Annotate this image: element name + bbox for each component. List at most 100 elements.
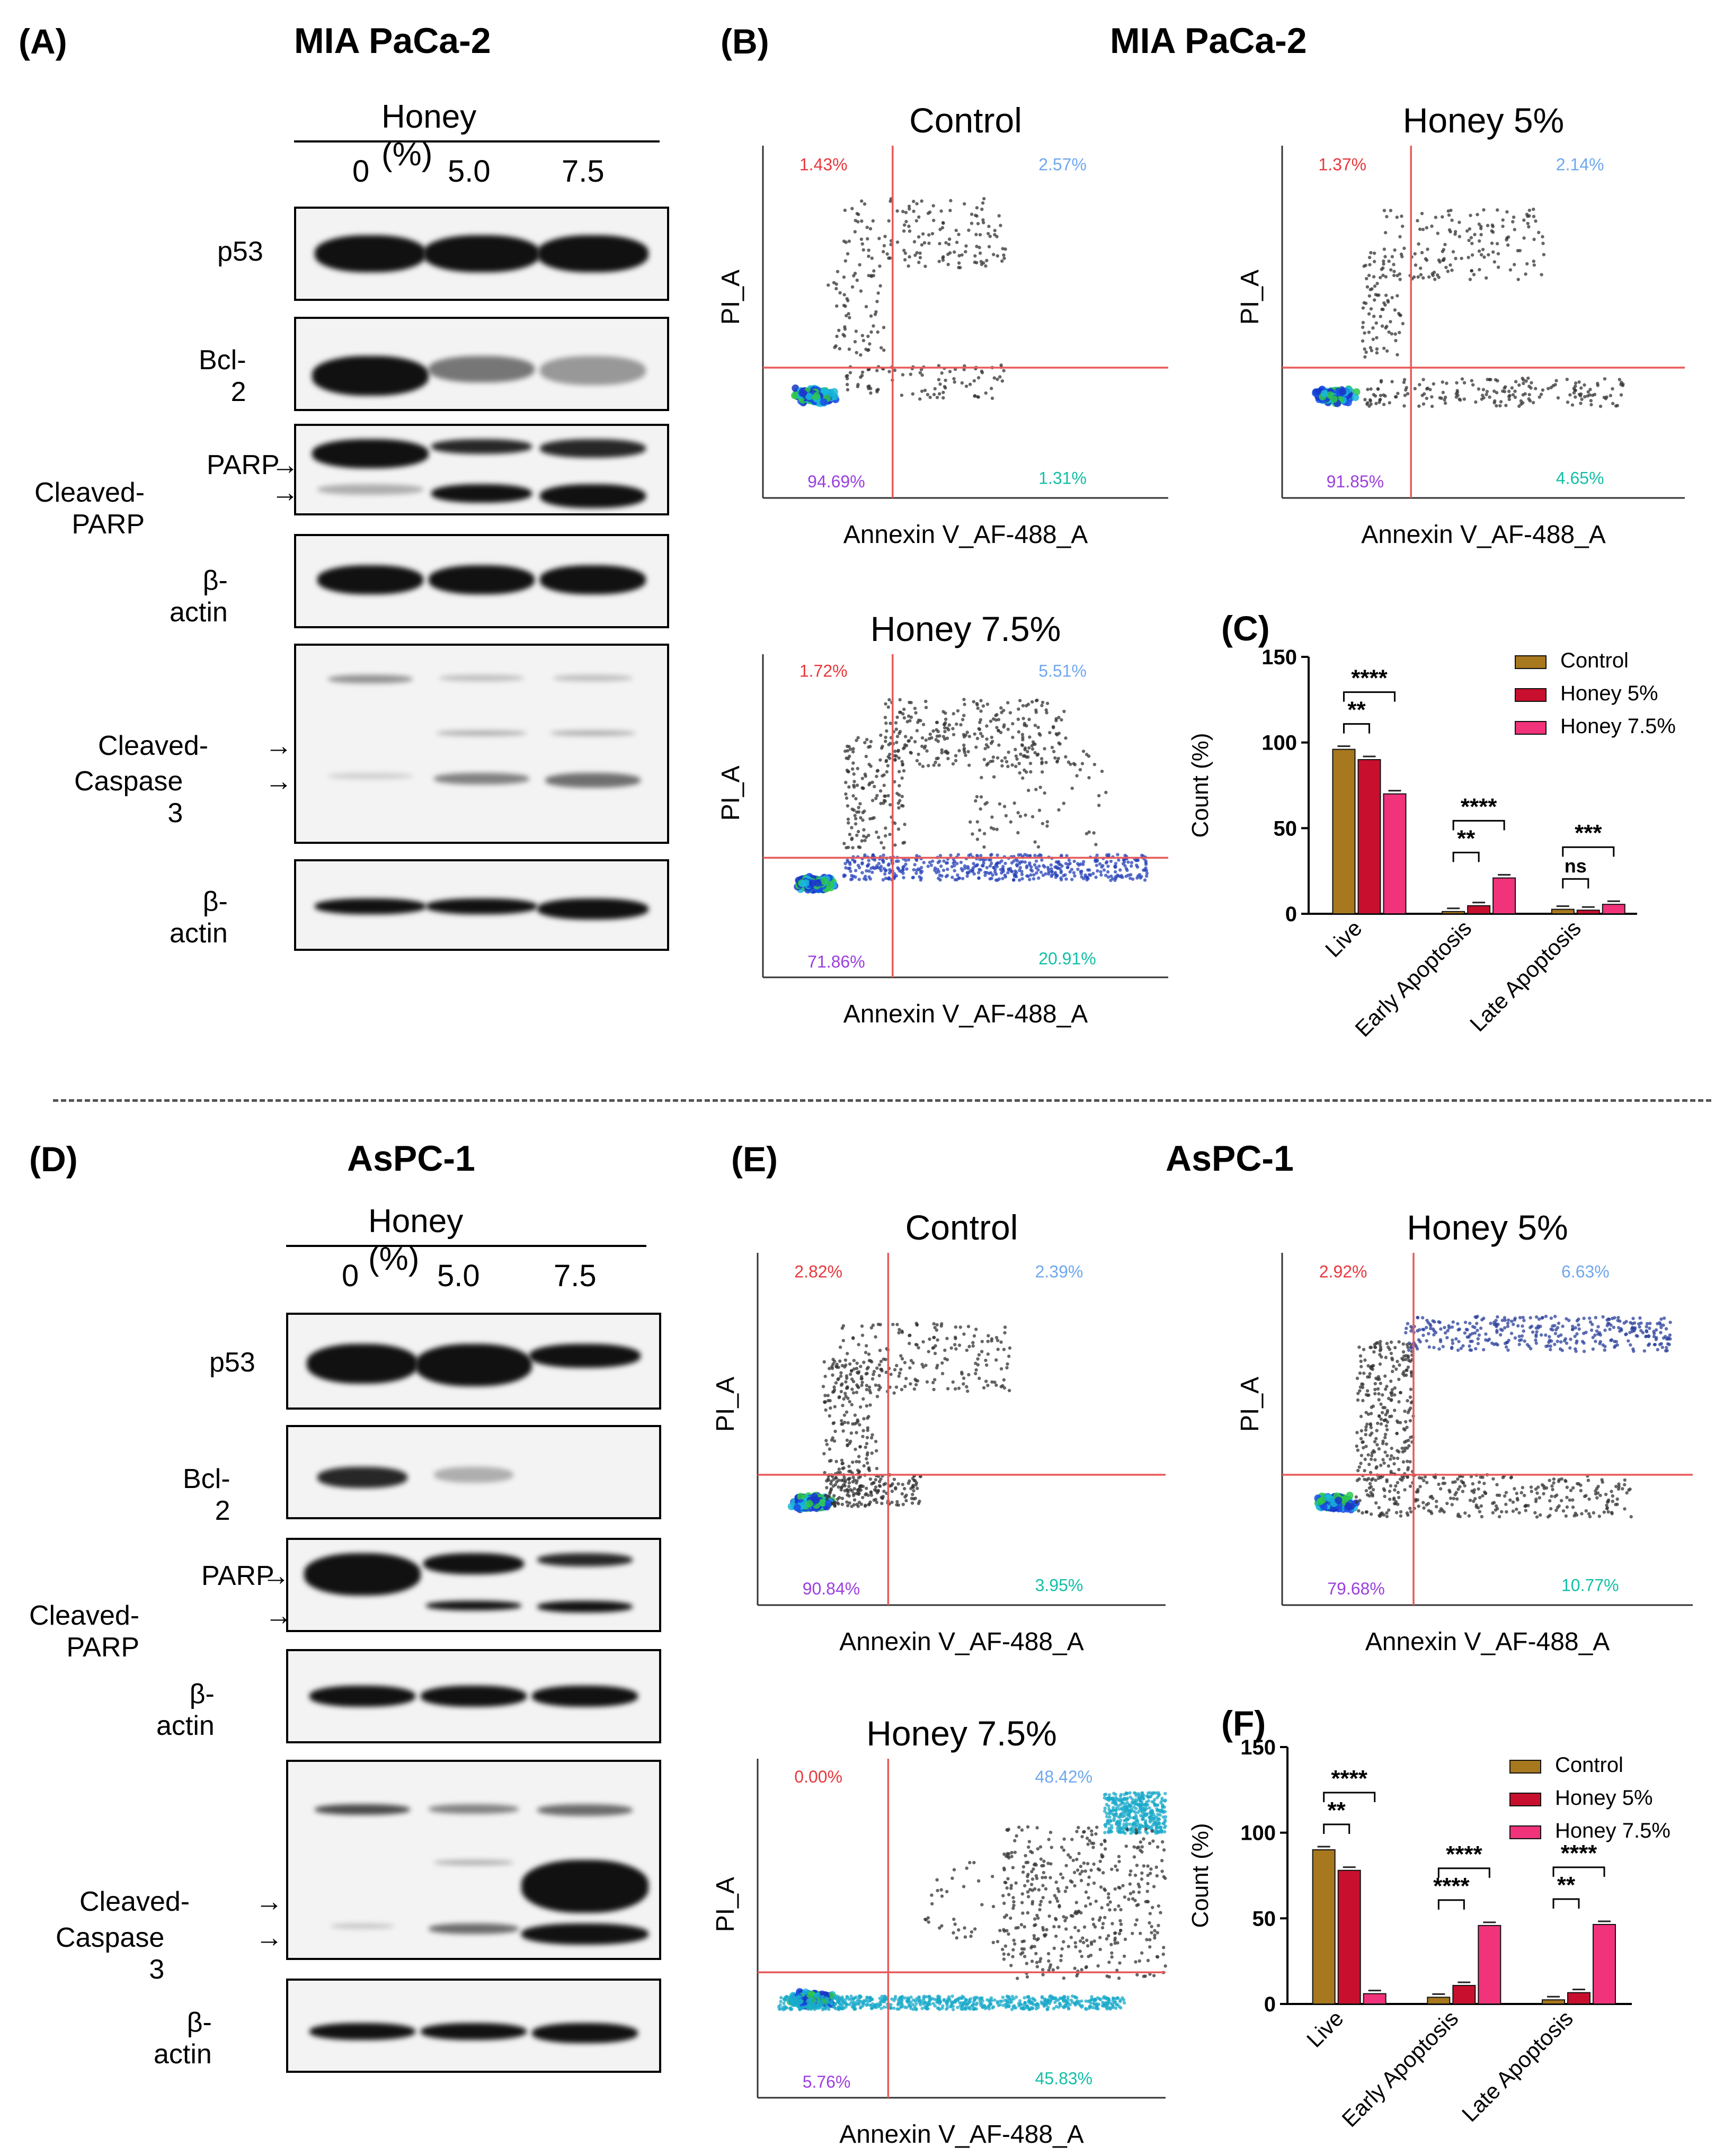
blot-band	[317, 484, 423, 495]
blot-p53	[294, 207, 669, 301]
quadrant-ul-percent: 2.82%	[794, 1262, 842, 1281]
blot-casp	[286, 1760, 661, 1960]
bar	[1478, 1926, 1500, 2004]
bar	[1593, 1925, 1615, 2004]
blot-band	[537, 898, 648, 920]
legend-label: Control	[1555, 1753, 1623, 1777]
flow-plot: Honey 7.5%0.00%48.42%5.76%45.83%Annexin …	[699, 1695, 1192, 2156]
event-dots	[1312, 208, 1624, 408]
y-tick-label: 50	[1274, 817, 1298, 840]
significance-bracket	[1563, 879, 1588, 888]
blot-band	[315, 1804, 410, 1815]
y-axis-label: PI_A	[717, 270, 745, 325]
blot-band	[532, 2023, 638, 2043]
legend-label: Honey 5%	[1555, 1786, 1653, 1810]
blot-band	[429, 1804, 519, 1814]
quadrant-ul-percent: 1.43%	[799, 155, 848, 174]
significance-label: ****	[1461, 794, 1497, 819]
blot-parp	[286, 1538, 661, 1632]
blot-row-label: Cleaved-PARP	[29, 1600, 139, 1663]
bar	[1453, 1985, 1475, 2004]
blot-band	[434, 773, 529, 785]
flow-plot-title: Honey 5%	[1407, 1208, 1568, 1247]
arrow-icon: →	[255, 1886, 283, 1918]
blot-band	[545, 773, 641, 788]
blot-actin2	[294, 859, 669, 951]
blot-p53	[286, 1313, 661, 1410]
flow-plot: Honey 7.5%1.72%5.51%71.86%20.91%Annexin …	[705, 591, 1195, 1036]
blot-band	[540, 565, 646, 594]
bar	[1493, 878, 1515, 914]
blot-band	[550, 730, 635, 736]
y-tick-label: 50	[1252, 1907, 1276, 1930]
lane-label: 0	[352, 154, 369, 189]
significance-label: ****	[1446, 1841, 1482, 1867]
significance-label: ****	[1561, 1840, 1597, 1866]
significance-bracket	[1324, 1824, 1349, 1834]
y-tick-label: 150	[1240, 1736, 1276, 1759]
blot-band	[328, 773, 413, 779]
event-dots	[794, 698, 1149, 894]
blot-actin1	[294, 534, 669, 628]
blot-bcl2	[294, 317, 669, 411]
blot-band	[540, 439, 646, 458]
x-axis-label: Annexin V_AF-488_A	[843, 1000, 1088, 1028]
blot-band	[331, 1923, 394, 1929]
event-dots	[791, 197, 1007, 407]
quadrant-ul-percent: 0.00%	[794, 1767, 842, 1786]
x-tick-label: Late Apoptosis	[1465, 915, 1586, 1036]
quadrant-ur-percent: 48.42%	[1035, 1767, 1093, 1786]
bar	[1332, 750, 1355, 914]
panel-label-d: (D)	[29, 1139, 78, 1179]
bar	[1358, 760, 1380, 914]
blot-band	[537, 235, 648, 272]
panel-label-a: (A)	[19, 21, 67, 61]
significance-label: ns	[1565, 855, 1587, 877]
blot-band	[434, 1860, 513, 1865]
x-tick-label: Live	[1302, 2006, 1348, 2052]
y-axis-label: PI_A	[717, 765, 745, 821]
arrow-icon: →	[265, 730, 292, 762]
blot-band	[426, 1601, 521, 1610]
wb-header-rule	[294, 140, 660, 142]
blot-row-label: β-actin	[156, 1678, 215, 1742]
flow-plot-title: Honey 5%	[1403, 101, 1565, 140]
panel-b-cell-title: MIA PaCa-2	[1110, 20, 1307, 61]
y-tick-label: 150	[1261, 646, 1297, 669]
bar	[1552, 910, 1574, 914]
legend-swatch	[1510, 1826, 1541, 1839]
blot-band	[537, 1804, 633, 1816]
quadrant-ul-percent: 1.37%	[1318, 155, 1366, 174]
legend-label: Honey 7.5%	[1560, 715, 1676, 738]
significance-label: ****	[1331, 1766, 1367, 1792]
flow-plot-title: Control	[905, 1208, 1018, 1247]
blot-row-label: Bcl-2	[199, 344, 246, 408]
flow-plot: Honey 5%1.37%2.14%91.85%4.65%Annexin V_A…	[1224, 82, 1711, 556]
significance-label: **	[1457, 825, 1476, 851]
blot-band	[431, 439, 532, 454]
lane-label: 7.5	[554, 1258, 597, 1294]
quadrant-ll-percent: 5.76%	[803, 2072, 851, 2091]
y-axis-label: Count (%)	[1187, 733, 1213, 838]
bar	[1427, 1997, 1450, 2004]
lane-label: 5.0	[437, 1258, 480, 1294]
quadrant-ul-percent: 1.72%	[799, 662, 848, 681]
blot-band	[521, 1860, 648, 1913]
blot-band	[540, 484, 646, 508]
panel-label-b: (B)	[721, 21, 769, 61]
quadrant-ur-percent: 2.39%	[1035, 1262, 1083, 1281]
legend-label: Control	[1560, 649, 1629, 672]
blot-row-label: β-actin	[170, 886, 228, 949]
blot-band	[553, 675, 633, 681]
significance-bracket	[1344, 724, 1369, 734]
blot-band	[309, 2023, 415, 2040]
significance-bracket	[1453, 852, 1479, 862]
significance-bracket	[1553, 1899, 1579, 1909]
blot-band	[307, 1344, 418, 1384]
blot-band	[529, 1344, 641, 1368]
bar	[1542, 2000, 1565, 2004]
blot-actin2	[286, 1979, 661, 2073]
